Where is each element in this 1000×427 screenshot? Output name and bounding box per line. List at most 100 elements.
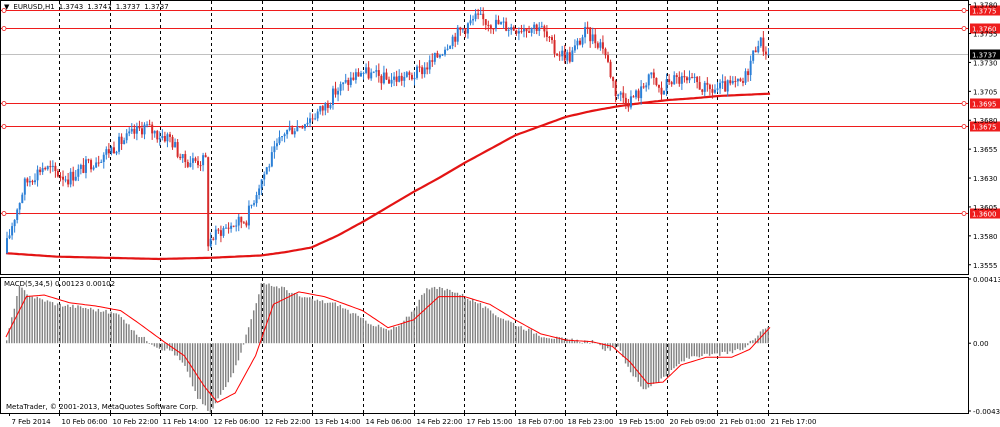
candle-bullish [372, 71, 375, 73]
candle-bullish [428, 60, 431, 70]
candle-bullish [189, 162, 192, 167]
candle-bullish [237, 216, 240, 226]
macd-histogram-bar [8, 328, 10, 344]
macd-histogram-bar [459, 294, 461, 344]
y-axis-label: 1.3605 [973, 204, 998, 212]
level-handle-right[interactable] [961, 8, 967, 13]
macd-histogram-bar [179, 343, 181, 361]
macd-histogram-bar [767, 326, 769, 344]
candle-bullish [716, 88, 719, 90]
macd-histogram-bar [245, 334, 247, 344]
candle-bearish [334, 88, 337, 95]
candle-bullish [247, 205, 250, 226]
candle-bullish [214, 229, 217, 240]
macd-histogram-bar [668, 343, 670, 376]
macd-histogram-bar [530, 329, 533, 344]
macd-histogram-bar [444, 290, 446, 344]
candle-bearish [90, 160, 93, 170]
x-axis-label: 13 Feb 14:00 [315, 418, 361, 426]
candle-bearish [675, 75, 678, 77]
level-handle-left[interactable] [1, 101, 7, 106]
macd-histogram-bar [438, 286, 441, 344]
macd-histogram-bar [39, 298, 41, 344]
level-handle-left[interactable] [1, 124, 7, 129]
candle-bullish [92, 167, 95, 170]
macd-histogram-bar [115, 313, 117, 344]
level-handle-left[interactable] [1, 8, 7, 13]
macd-histogram-bar [528, 328, 530, 344]
candle-bearish [163, 135, 166, 142]
moving-average-line [5, 92, 771, 261]
macd-histogram-bar [380, 327, 382, 344]
candle-bearish [156, 130, 159, 140]
candle-bearish [186, 162, 189, 167]
macd-histogram-bar [708, 343, 711, 356]
open-value: 1.3743 [58, 3, 84, 11]
chart-menu-arrow[interactable]: ▼ [4, 3, 10, 11]
candle-bearish [548, 36, 551, 38]
macd-histogram-bar [497, 317, 499, 344]
candle-bearish [212, 238, 215, 240]
candle-bullish [123, 140, 126, 145]
macd-histogram-bar [133, 330, 135, 344]
macd-histogram-bar [451, 291, 454, 344]
macd-histogram-bar [647, 343, 650, 388]
macd-histogram-bar [260, 283, 263, 344]
x-axis-label: 20 Feb 09:00 [670, 418, 716, 426]
macd-histogram-bar [242, 343, 245, 345]
macd-histogram-bar [204, 343, 207, 406]
candle-bullish [759, 37, 762, 47]
candle-bullish [767, 54, 770, 56]
level-handle-right[interactable] [961, 211, 967, 216]
candle-bullish [95, 162, 98, 168]
macd-histogram-bar [706, 343, 708, 354]
candle-bullish [530, 27, 533, 33]
level-handle-left[interactable] [1, 211, 7, 216]
macd-histogram-bar [436, 288, 438, 344]
macd-histogram-bar [339, 304, 342, 344]
macd-histogram-bar [331, 302, 334, 344]
candle-bearish [696, 76, 699, 83]
candle-bearish [367, 67, 370, 79]
candle-bearish [614, 81, 617, 97]
macd-y-axis-label: -0.00436 [973, 408, 1000, 416]
macd-histogram-bar [510, 321, 512, 344]
candle-bullish [202, 155, 205, 166]
macd-histogram-bar [181, 343, 184, 363]
level-handle-right[interactable] [961, 26, 967, 31]
candle-bearish [395, 76, 398, 82]
macd-histogram-bar [629, 343, 632, 373]
level-handle-right[interactable] [961, 124, 967, 129]
candle-bullish [258, 188, 261, 196]
candle-bearish [624, 97, 627, 105]
macd-histogram-bar [194, 343, 196, 392]
level-handle-left[interactable] [1, 26, 7, 31]
y-axis-label: 1.3780 [973, 2, 998, 10]
macd-histogram-bar [663, 343, 665, 377]
candle-bullish [263, 174, 266, 180]
macd-histogram-bar [161, 343, 163, 351]
macd-histogram-bar [51, 302, 54, 344]
level-price-label: 1.3760 [972, 26, 997, 34]
current-price-tag [970, 49, 1000, 60]
macd-histogram-bar [306, 297, 308, 344]
level-handle-right[interactable] [961, 101, 967, 106]
macd-histogram-bar [283, 287, 285, 344]
macd-histogram-bar [316, 299, 319, 344]
macd-histogram-bar [418, 299, 420, 344]
macd-histogram-bar [90, 307, 92, 344]
macd-histogram-bar [655, 343, 657, 384]
macd-histogram-bar [410, 311, 413, 344]
candle-bullish [135, 126, 138, 134]
candle-bullish [619, 92, 622, 95]
macd-histogram-bar [454, 292, 456, 344]
level-price-tag [970, 23, 1000, 34]
macd-histogram-bar [207, 343, 209, 411]
candle-bearish [747, 71, 750, 76]
candle-bullish [466, 23, 469, 34]
macd-histogram-bar [232, 343, 235, 374]
candle-bullish [398, 75, 401, 82]
macd-histogram-bar [268, 283, 270, 344]
macd-histogram-bar [344, 308, 347, 344]
macd-histogram-bar [469, 300, 471, 344]
